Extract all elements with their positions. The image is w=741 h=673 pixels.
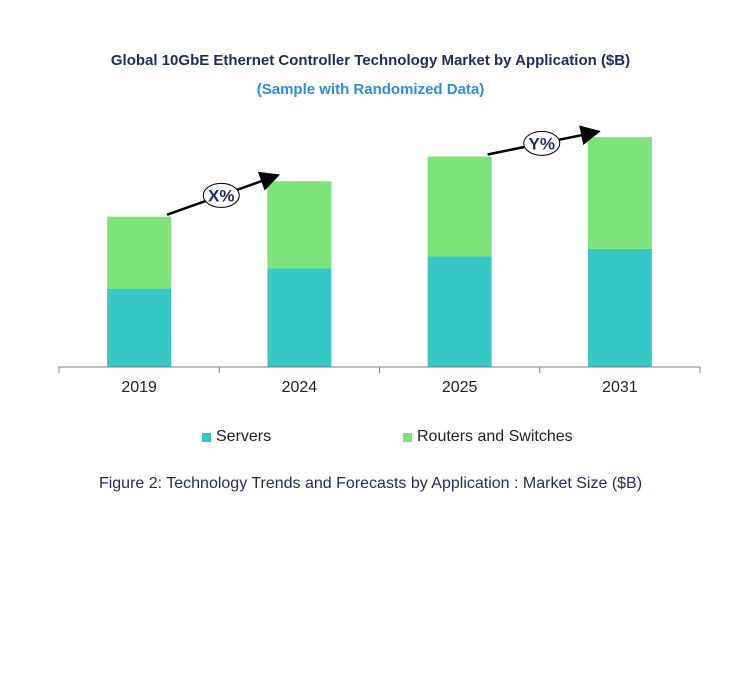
bar-servers-2025	[427, 256, 492, 367]
chart-subtitle: (Sample with Randomized Data)	[256, 81, 485, 98]
x-tick-label-2031: 2031	[602, 379, 638, 396]
legend: Servers Routers and Switches	[0, 428, 741, 448]
bar-routers-and-switches-2019	[107, 216, 172, 289]
growth-label-x: X%	[208, 186, 234, 205]
legend-label-routers: Routers and Switches	[417, 428, 573, 445]
bar-servers-2019	[107, 288, 172, 367]
legend-swatch-routers	[403, 432, 412, 442]
bars-group	[107, 137, 652, 367]
x-tick-label-2019: 2019	[121, 379, 157, 396]
growth-annotations: X% Y%	[166, 125, 601, 216]
bar-servers-2024	[267, 268, 332, 367]
legend-label-servers: Servers	[216, 428, 272, 445]
legend-item-servers: Servers	[202, 428, 271, 446]
figure-caption: Figure 2: Technology Trends and Forecast…	[98, 475, 643, 492]
chart-title: Global 10GbE Ethernet Controller Technol…	[110, 52, 631, 69]
growth-badge-y	[523, 130, 561, 156]
bar-routers-and-switches-2031	[587, 137, 652, 249]
x-tick-label-2024: 2024	[282, 379, 318, 396]
growth-label-y: Y%	[529, 134, 555, 153]
x-axis	[58, 366, 701, 373]
growth-badge-x	[202, 182, 240, 208]
legend-swatch-servers	[202, 432, 211, 442]
bar-routers-and-switches-2024	[267, 181, 332, 269]
bar-servers-2031	[587, 248, 652, 367]
stacked-bar-chart: 2019 2024 2025 2031 X% Y%	[58, 125, 701, 396]
bar-routers-and-switches-2025	[427, 156, 492, 257]
legend-item-routers: Routers and Switches	[403, 428, 573, 446]
x-tick-label-2025: 2025	[442, 379, 478, 396]
x-tick-labels: 2019 2024 2025 2031	[121, 379, 637, 396]
